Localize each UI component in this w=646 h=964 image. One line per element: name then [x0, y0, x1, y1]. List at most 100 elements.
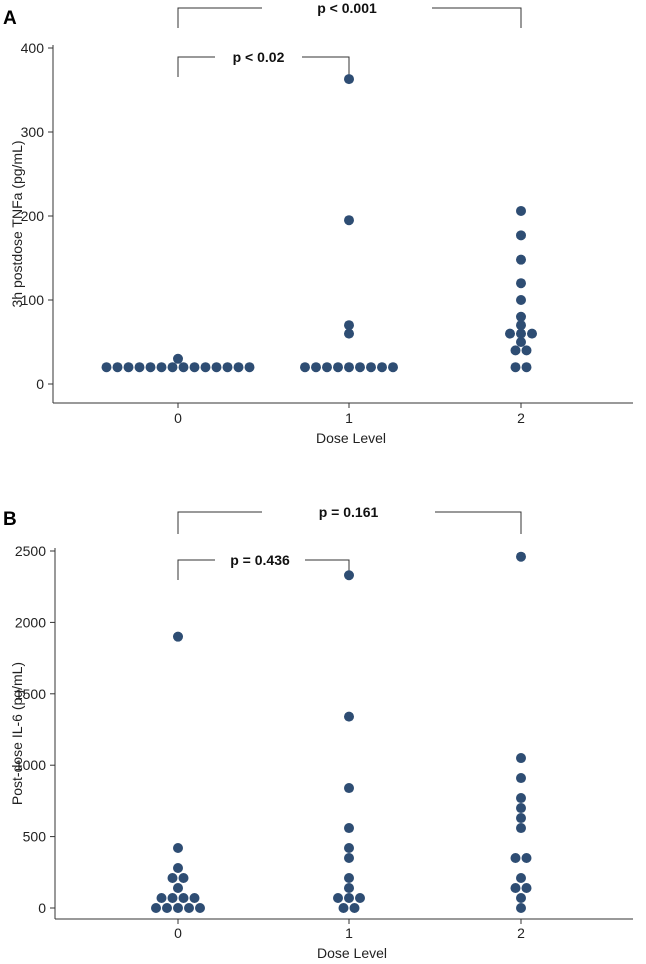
data-point: [178, 873, 189, 884]
data-point: [510, 362, 521, 373]
significance-bracket: [177, 7, 522, 28]
x-tick-label: 0: [174, 410, 182, 426]
data-point: [516, 311, 526, 322]
data-point: [189, 362, 200, 373]
data-point: [173, 863, 183, 874]
data-point: [344, 570, 354, 581]
data-point: [344, 320, 354, 331]
data-point: [338, 903, 349, 913]
data-point: [211, 362, 222, 373]
data-point: [366, 362, 376, 373]
x-tick-label: 2: [517, 925, 525, 941]
data-point: [516, 873, 526, 884]
data-point: [516, 230, 526, 241]
data-point: [156, 362, 167, 373]
data-point: [145, 362, 156, 373]
data-point: [355, 362, 365, 373]
data-point: [311, 362, 321, 373]
p-value-label: p < 0.001: [317, 0, 377, 16]
data-point: [151, 903, 161, 913]
data-point: [200, 362, 211, 373]
x-tick-label: 0: [174, 925, 182, 941]
data-point: [167, 893, 178, 904]
data-point: [516, 337, 526, 347]
data-point: [516, 823, 526, 834]
data-point: [156, 893, 167, 904]
data-point: [112, 362, 123, 373]
data-point: [516, 893, 526, 904]
data-point: [123, 362, 134, 373]
data-point: [516, 278, 526, 289]
data-point: [516, 773, 526, 784]
p-value-label: p = 0.161: [319, 504, 379, 520]
data-point: [344, 843, 354, 854]
data-point: [521, 362, 532, 373]
data-point: [173, 353, 183, 364]
p-value-label: p = 0.436: [230, 552, 290, 568]
data-point: [244, 362, 255, 373]
y-tick-label: 500: [23, 829, 47, 845]
data-point: [344, 328, 354, 339]
data-point: [344, 74, 354, 85]
data-point: [527, 328, 537, 339]
data-point: [377, 362, 387, 373]
data-point: [344, 362, 354, 373]
data-point: [195, 903, 205, 913]
data-point: [516, 903, 526, 913]
y-tick-label: 0: [38, 900, 46, 916]
y-tick-label: 1500: [15, 686, 46, 702]
data-point: [333, 362, 343, 373]
data-point: [344, 215, 354, 226]
data-point: [355, 893, 365, 904]
significance-bracket: [177, 56, 350, 77]
data-point: [516, 813, 526, 824]
y-tick-label: 100: [21, 292, 45, 308]
data-point: [505, 328, 515, 339]
data-point: [521, 883, 532, 894]
data-point: [173, 903, 183, 913]
y-axis-title: Post-dose IL-6 (pg/mL): [9, 662, 25, 805]
data-point: [516, 753, 526, 764]
x-tick-label: 2: [517, 410, 525, 426]
x-axis-title: Dose Level: [317, 945, 387, 961]
x-axis-title: Dose Level: [316, 430, 386, 446]
data-point: [516, 205, 526, 216]
data-point: [344, 873, 354, 884]
data-point: [184, 903, 194, 913]
data-point: [516, 551, 526, 562]
data-point: [173, 843, 183, 854]
data-point: [344, 711, 354, 722]
p-value-label: p < 0.02: [233, 49, 285, 65]
panel-label: B: [3, 509, 17, 530]
data-point: [101, 362, 112, 373]
y-tick-label: 300: [21, 124, 45, 140]
data-point: [388, 362, 398, 373]
data-point: [173, 631, 183, 642]
y-tick-label: 2000: [15, 614, 46, 630]
data-point: [516, 254, 526, 265]
data-point: [521, 853, 532, 864]
data-point: [510, 883, 521, 894]
y-tick-label: 0: [36, 376, 44, 392]
data-point: [333, 893, 343, 904]
x-tick-label: 1: [345, 410, 353, 426]
data-point: [516, 328, 526, 339]
y-tick-label: 400: [21, 40, 45, 56]
data-point: [322, 362, 332, 373]
data-point: [162, 903, 172, 913]
data-point: [344, 883, 354, 894]
data-point: [516, 793, 526, 804]
data-point: [344, 783, 354, 794]
data-point: [521, 345, 532, 356]
data-point: [344, 823, 354, 834]
data-point: [189, 893, 200, 904]
y-tick-label: 2500: [15, 543, 46, 559]
data-point: [233, 362, 244, 373]
y-tick-label: 1000: [15, 757, 46, 773]
x-tick-label: 1: [345, 925, 353, 941]
data-point: [222, 362, 233, 373]
data-point: [516, 295, 526, 305]
data-point: [349, 903, 360, 913]
data-point: [167, 873, 178, 884]
